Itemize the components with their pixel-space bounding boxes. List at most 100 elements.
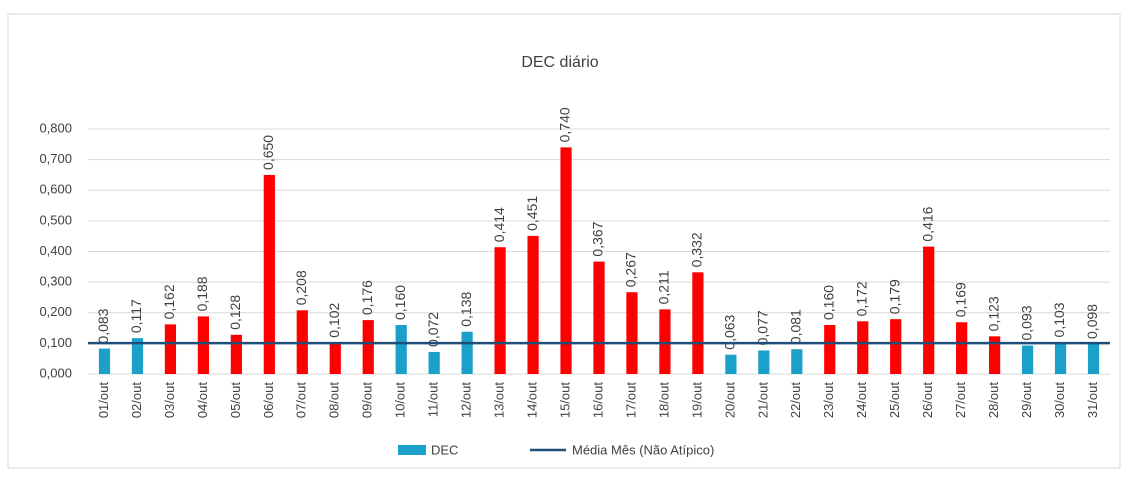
y-tick-label: 0,600 bbox=[39, 182, 72, 197]
bar bbox=[758, 350, 770, 374]
x-tick-label: 09/out bbox=[360, 382, 375, 419]
value-label: 0,098 bbox=[1084, 304, 1100, 339]
bar bbox=[494, 247, 506, 374]
value-label: 0,211 bbox=[656, 270, 672, 304]
x-tick-label: 01/out bbox=[96, 382, 111, 419]
value-label: 0,081 bbox=[788, 309, 804, 344]
y-tick-label: 0,800 bbox=[39, 120, 72, 135]
legend-label: DEC bbox=[431, 442, 458, 457]
y-tick-label: 0,700 bbox=[39, 151, 72, 166]
value-label: 0,160 bbox=[820, 285, 836, 320]
value-label: 0,267 bbox=[623, 252, 639, 287]
y-tick-label: 0,200 bbox=[39, 304, 72, 319]
x-tick-label: 16/out bbox=[590, 382, 605, 419]
x-tick-label: 23/out bbox=[821, 382, 836, 419]
x-tick-label: 31/out bbox=[1085, 382, 1100, 419]
bar bbox=[428, 351, 440, 374]
x-tick-label: 29/out bbox=[1019, 382, 1034, 419]
bar bbox=[659, 309, 671, 374]
bar bbox=[857, 321, 869, 374]
x-tick-label: 27/out bbox=[953, 382, 968, 419]
x-tick-label: 30/out bbox=[1052, 382, 1067, 419]
legend-label: Média Mês (Não Atípico) bbox=[572, 442, 714, 457]
value-label: 0,077 bbox=[755, 310, 771, 345]
value-label: 0,179 bbox=[886, 279, 902, 314]
value-label: 0,123 bbox=[985, 296, 1001, 331]
value-label: 0,117 bbox=[128, 299, 144, 333]
x-tick-label: 22/out bbox=[788, 382, 803, 419]
value-label: 0,414 bbox=[491, 207, 507, 242]
legend-swatch bbox=[398, 445, 426, 455]
value-label: 0,176 bbox=[359, 280, 375, 315]
bar bbox=[923, 246, 935, 374]
x-tick-label: 21/out bbox=[755, 382, 770, 419]
bar bbox=[263, 174, 275, 374]
x-tick-label: 15/out bbox=[557, 382, 572, 419]
value-label: 0,128 bbox=[227, 295, 243, 330]
value-label: 0,093 bbox=[1018, 305, 1034, 340]
value-label: 0,063 bbox=[722, 314, 738, 349]
bar bbox=[791, 349, 803, 374]
x-tick-label: 28/out bbox=[986, 382, 1001, 419]
x-tick-label: 03/out bbox=[162, 382, 177, 419]
value-label: 0,172 bbox=[853, 281, 869, 316]
value-label: 0,102 bbox=[326, 303, 342, 338]
bar bbox=[824, 325, 836, 374]
value-label: 0,162 bbox=[161, 284, 177, 319]
bar bbox=[362, 320, 374, 374]
x-tick-label: 13/out bbox=[492, 382, 507, 419]
value-label: 0,208 bbox=[293, 270, 309, 305]
bar bbox=[527, 235, 539, 374]
bar bbox=[593, 261, 605, 374]
x-tick-label: 05/out bbox=[228, 382, 243, 419]
x-tick-label: 26/out bbox=[920, 382, 935, 419]
bar bbox=[131, 338, 144, 374]
value-label: 0,332 bbox=[689, 232, 705, 267]
bar bbox=[956, 322, 968, 374]
bar bbox=[989, 336, 1001, 374]
bar bbox=[692, 272, 704, 374]
value-label: 0,416 bbox=[919, 206, 935, 241]
bar bbox=[1054, 342, 1067, 374]
y-tick-label: 0,100 bbox=[39, 335, 72, 350]
x-tick-label: 07/out bbox=[294, 382, 309, 419]
y-tick-label: 0,400 bbox=[39, 243, 72, 258]
bar bbox=[1087, 343, 1100, 374]
x-tick-label: 08/out bbox=[327, 382, 342, 419]
x-tick-label: 17/out bbox=[623, 382, 638, 419]
x-tick-label: 19/out bbox=[689, 382, 704, 419]
value-label: 0,160 bbox=[392, 285, 408, 320]
bar bbox=[98, 348, 111, 374]
value-label: 0,083 bbox=[95, 308, 111, 343]
x-tick-label: 24/out bbox=[854, 382, 869, 419]
bar bbox=[626, 292, 638, 374]
bar bbox=[461, 331, 473, 374]
value-label: 0,103 bbox=[1051, 302, 1067, 337]
x-tick-label: 02/out bbox=[129, 382, 144, 419]
bar bbox=[395, 325, 407, 374]
bar bbox=[197, 316, 209, 374]
x-tick-label: 14/out bbox=[525, 382, 540, 419]
value-label: 0,072 bbox=[425, 312, 441, 347]
x-tick-label: 20/out bbox=[722, 382, 737, 419]
value-label: 0,451 bbox=[524, 196, 540, 231]
y-tick-label: 0,500 bbox=[39, 212, 72, 227]
y-tick-label: 0,000 bbox=[39, 365, 72, 380]
bar bbox=[725, 354, 737, 374]
value-label: 0,138 bbox=[458, 291, 474, 326]
y-tick-label: 0,300 bbox=[39, 274, 72, 289]
x-tick-label: 11/out bbox=[426, 382, 441, 418]
x-tick-label: 10/out bbox=[393, 382, 408, 419]
x-tick-label: 06/out bbox=[261, 382, 276, 419]
bar bbox=[230, 334, 242, 374]
value-label: 0,367 bbox=[590, 221, 606, 256]
bar bbox=[560, 147, 572, 374]
value-label: 0,650 bbox=[260, 135, 276, 170]
x-tick-label: 04/out bbox=[195, 382, 210, 419]
value-label: 0,188 bbox=[194, 276, 210, 311]
x-tick-label: 18/out bbox=[656, 382, 671, 419]
bar bbox=[1021, 345, 1034, 374]
x-tick-label: 25/out bbox=[887, 382, 902, 419]
bar bbox=[329, 342, 341, 374]
